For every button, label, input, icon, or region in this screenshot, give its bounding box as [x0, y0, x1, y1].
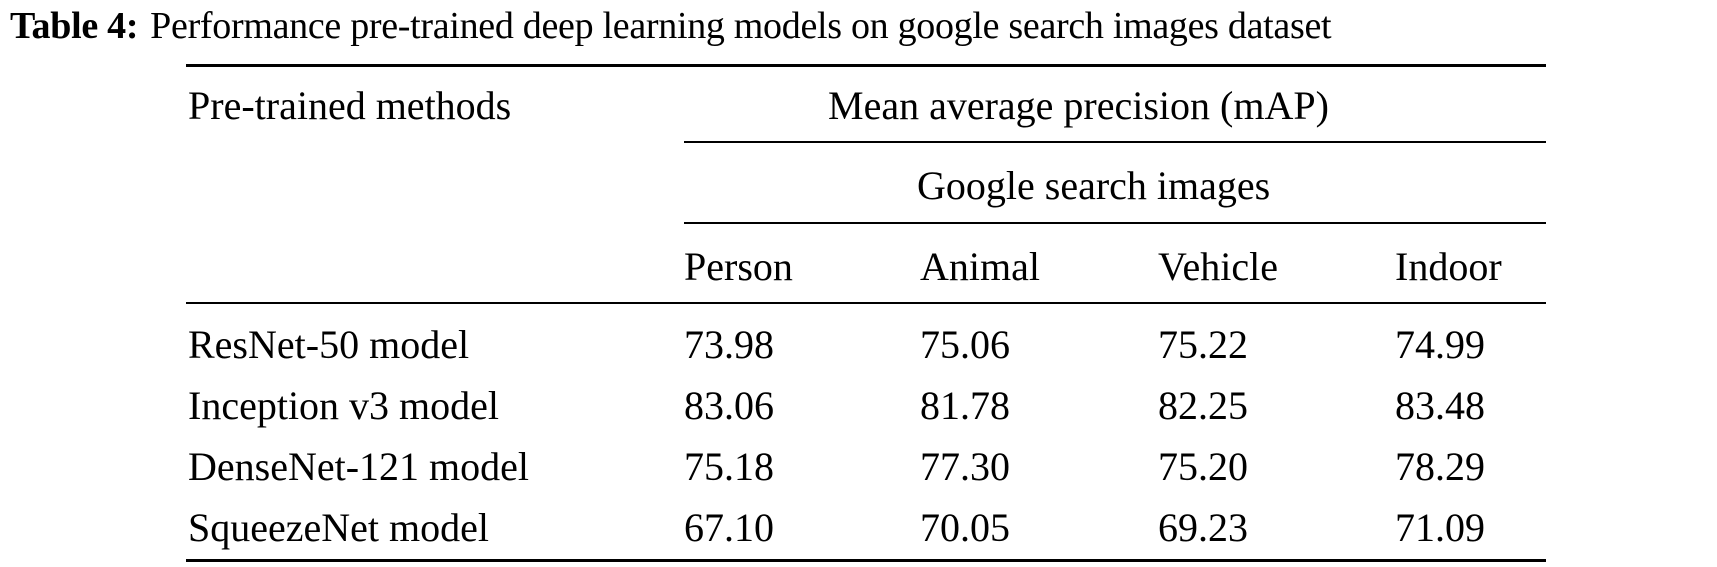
column-header-indoor: Indoor: [1395, 244, 1502, 289]
row-header: Pre-trained methods: [188, 83, 512, 128]
table-cell: 77.30: [920, 444, 1010, 489]
table-cell: 71.09: [1395, 505, 1485, 550]
bottom-rule: [186, 559, 1546, 562]
table-row-method: SqueezeNet model: [188, 505, 489, 550]
group-header: Mean average precision (mAP): [828, 83, 1329, 128]
table-cell: 75.20: [1158, 444, 1248, 489]
table-cell: 78.29: [1395, 444, 1485, 489]
table-cell: 83.48: [1395, 383, 1485, 428]
table-cell: 82.25: [1158, 383, 1248, 428]
header-rule: [186, 302, 1546, 304]
table-row-method: Inception v3 model: [188, 383, 500, 428]
table-cell: 69.23: [1158, 505, 1248, 550]
table-cell: 81.78: [920, 383, 1010, 428]
subgroup-rule: [684, 222, 1546, 224]
column-header-animal: Animal: [920, 244, 1040, 289]
table-cell: 70.05: [920, 505, 1010, 550]
column-header-vehicle: Vehicle: [1158, 244, 1278, 289]
table-cell: 74.99: [1395, 322, 1485, 367]
column-header-person: Person: [684, 244, 793, 289]
table-cell: 67.10: [684, 505, 774, 550]
subgroup-header: Google search images: [917, 163, 1271, 208]
table-cell: 75.18: [684, 444, 774, 489]
table-caption: Table 4: Performance pre-trained deep lea…: [10, 4, 1332, 48]
top-rule: [186, 64, 1546, 67]
table-row-method: DenseNet-121 model: [188, 444, 530, 489]
table-cell: 75.06: [920, 322, 1010, 367]
caption-text: Performance pre-trained deep learning mo…: [150, 5, 1332, 47]
caption-label: Table 4:: [10, 5, 139, 47]
table-cell: 73.98: [684, 322, 774, 367]
table-cell: 75.22: [1158, 322, 1248, 367]
table-cell: 83.06: [684, 383, 774, 428]
table-row-method: ResNet-50 model: [188, 322, 470, 367]
group-rule: [684, 141, 1546, 143]
